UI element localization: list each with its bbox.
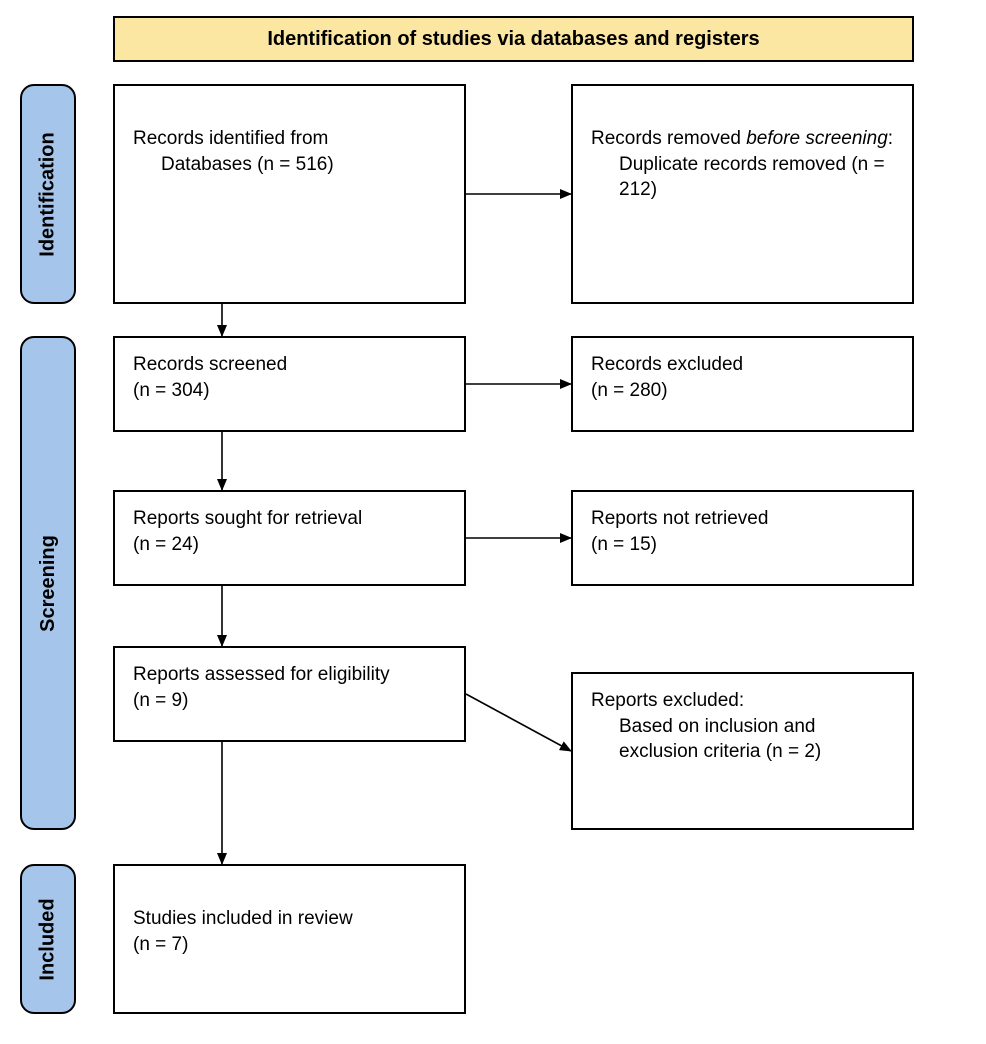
node-sought-line1: Reports sought for retrieval bbox=[133, 506, 446, 532]
node-removed-line1: Records removed bbox=[591, 128, 746, 149]
node-excluded-assessed-line1: Reports excluded: bbox=[591, 688, 894, 714]
node-removed-line1-italic: before screening bbox=[746, 128, 888, 149]
node-excluded-assessed: Reports excluded: Based on inclusion and… bbox=[571, 672, 914, 830]
node-excluded-screened-line1: Records excluded bbox=[591, 352, 894, 378]
edge-assessed-excluded bbox=[466, 694, 571, 751]
node-identified-line2: Databases (n = 516) bbox=[133, 152, 446, 178]
node-screened-line2: (n = 304) bbox=[133, 378, 446, 404]
phase-screening-label: Screening bbox=[37, 535, 60, 632]
node-not-retrieved-line2: (n = 15) bbox=[591, 532, 894, 558]
node-screened-line1: Records screened bbox=[133, 352, 446, 378]
node-assessed-line2: (n = 9) bbox=[133, 688, 446, 714]
node-sought-line2: (n = 24) bbox=[133, 532, 446, 558]
node-not-retrieved: Reports not retrieved (n = 15) bbox=[571, 490, 914, 586]
phase-identification: Identification bbox=[20, 84, 76, 304]
node-excluded-screened-line2: (n = 280) bbox=[591, 378, 894, 404]
node-assessed-line1: Reports assessed for eligibility bbox=[133, 662, 446, 688]
node-excluded-assessed-line2: Based on inclusion and exclusion criteri… bbox=[591, 714, 894, 765]
node-identified-line1: Records identified from bbox=[133, 126, 446, 152]
node-removed-line1-after: : bbox=[888, 128, 893, 149]
node-excluded-screened: Records excluded (n = 280) bbox=[571, 336, 914, 432]
node-sought: Reports sought for retrieval (n = 24) bbox=[113, 490, 466, 586]
node-removed: Records removed before screening: Duplic… bbox=[571, 84, 914, 304]
node-identified: Records identified from Databases (n = 5… bbox=[113, 84, 466, 304]
node-included-line2: (n = 7) bbox=[133, 932, 446, 958]
node-assessed: Reports assessed for eligibility (n = 9) bbox=[113, 646, 466, 742]
node-screened: Records screened (n = 304) bbox=[113, 336, 466, 432]
node-included: Studies included in review (n = 7) bbox=[113, 864, 466, 1014]
phase-screening: Screening bbox=[20, 336, 76, 830]
flowchart-canvas: Identification of studies via databases … bbox=[0, 0, 986, 1044]
phase-identification-label: Identification bbox=[37, 132, 60, 256]
node-removed-line1-wrap: Records removed before screening: bbox=[591, 126, 894, 152]
header-label: Identification of studies via databases … bbox=[267, 28, 759, 50]
node-not-retrieved-line1: Reports not retrieved bbox=[591, 506, 894, 532]
header-box: Identification of studies via databases … bbox=[113, 16, 914, 62]
node-included-line1: Studies included in review bbox=[133, 906, 446, 932]
node-removed-line2: Duplicate records removed (n = 212) bbox=[591, 152, 894, 203]
phase-included-label: Included bbox=[37, 898, 60, 980]
phase-included: Included bbox=[20, 864, 76, 1014]
